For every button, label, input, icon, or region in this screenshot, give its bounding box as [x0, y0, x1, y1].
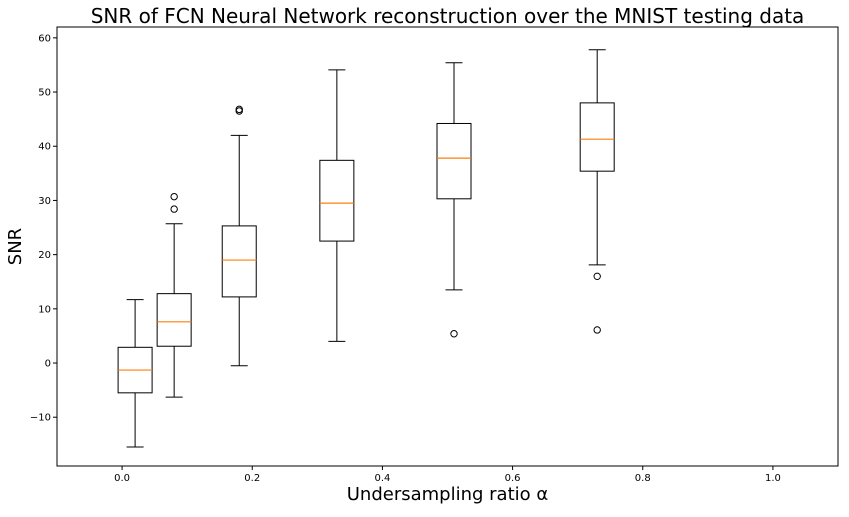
- outlier-point: [235, 105, 243, 114]
- box-group: [156, 192, 192, 398]
- box-group: [117, 299, 153, 448]
- x-tick-label: 0.4: [374, 473, 390, 484]
- x-tick-label: 0.8: [635, 473, 651, 484]
- x-tick-label: 0.6: [505, 473, 521, 484]
- box-group: [221, 105, 257, 367]
- y-tick-label: 20: [38, 250, 51, 261]
- outlier-point: [593, 326, 601, 334]
- x-tick-label: 1.0: [765, 473, 781, 484]
- y-tick-label: 40: [38, 142, 51, 153]
- box-group: [319, 69, 355, 342]
- y-axis-label: SNR: [5, 228, 26, 265]
- box-body: [436, 122, 472, 200]
- box-body: [156, 293, 192, 347]
- plot-frame: [56, 26, 839, 467]
- y-tick-label: 30: [38, 196, 51, 207]
- y-tick-label: 50: [38, 88, 51, 99]
- y-tick-label: 60: [38, 33, 51, 44]
- y-tick-label: −10: [30, 413, 51, 424]
- box-group: [436, 62, 472, 338]
- box-body: [579, 102, 615, 172]
- box-body: [319, 159, 355, 242]
- outlier-point: [170, 205, 178, 213]
- y-tick-label: 0: [45, 359, 51, 370]
- x-axis-label: Undersampling ratio α: [347, 484, 549, 505]
- chart-title: SNR of FCN Neural Network reconstruction…: [91, 4, 805, 28]
- outlier-point: [450, 330, 458, 338]
- box-group: [579, 49, 615, 334]
- box-body: [221, 225, 257, 298]
- y-tick-label: 10: [38, 304, 51, 315]
- outlier-point: [170, 192, 178, 201]
- x-tick-label: 0.2: [244, 473, 260, 484]
- outlier-point: [593, 272, 601, 281]
- x-tick-label: 0.0: [114, 473, 130, 484]
